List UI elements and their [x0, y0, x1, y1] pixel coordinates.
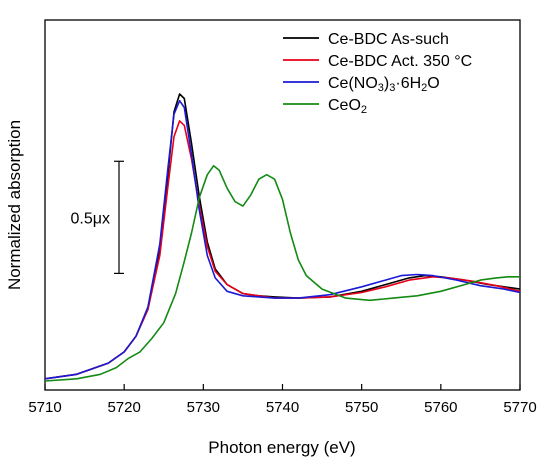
legend-label-3: Ce(NO3)3·6H2O: [328, 75, 440, 94]
series-line-2: [44, 120, 521, 380]
x-tick-label: 5730: [187, 399, 220, 416]
x-tick-label: 5710: [28, 399, 61, 416]
x-axis-ticks: 5710 5720 5730 5740 5750 5760 5770: [28, 384, 537, 416]
y-axis-label: Normalized absorption: [5, 120, 24, 290]
series-layer: [44, 93, 521, 382]
series-line-3: [44, 99, 521, 380]
scale-bar: 0.5μx: [71, 160, 124, 274]
legend-label-4: CeO2: [328, 97, 367, 116]
series-line-1: [44, 93, 521, 380]
x-axis-label: Photon energy (eV): [208, 438, 355, 457]
plot-frame: [44, 19, 521, 391]
series-line-4: [44, 165, 520, 382]
legend-label-2: Ce-BDC Act. 350 °C: [328, 53, 472, 70]
x-tick-label: 5720: [107, 399, 140, 416]
x-tick-label: 5740: [266, 399, 299, 416]
x-tick-label: 5770: [503, 399, 536, 416]
x-tick-label: 5760: [424, 399, 457, 416]
legend-label-1: Ce-BDC As-such: [328, 31, 449, 48]
x-tick-label: 5750: [345, 399, 378, 416]
legend: Ce-BDC As-such Ce-BDC Act. 350 °C Ce(NO3)3…: [283, 31, 472, 116]
scale-bar-label: 0.5μx: [71, 210, 110, 227]
